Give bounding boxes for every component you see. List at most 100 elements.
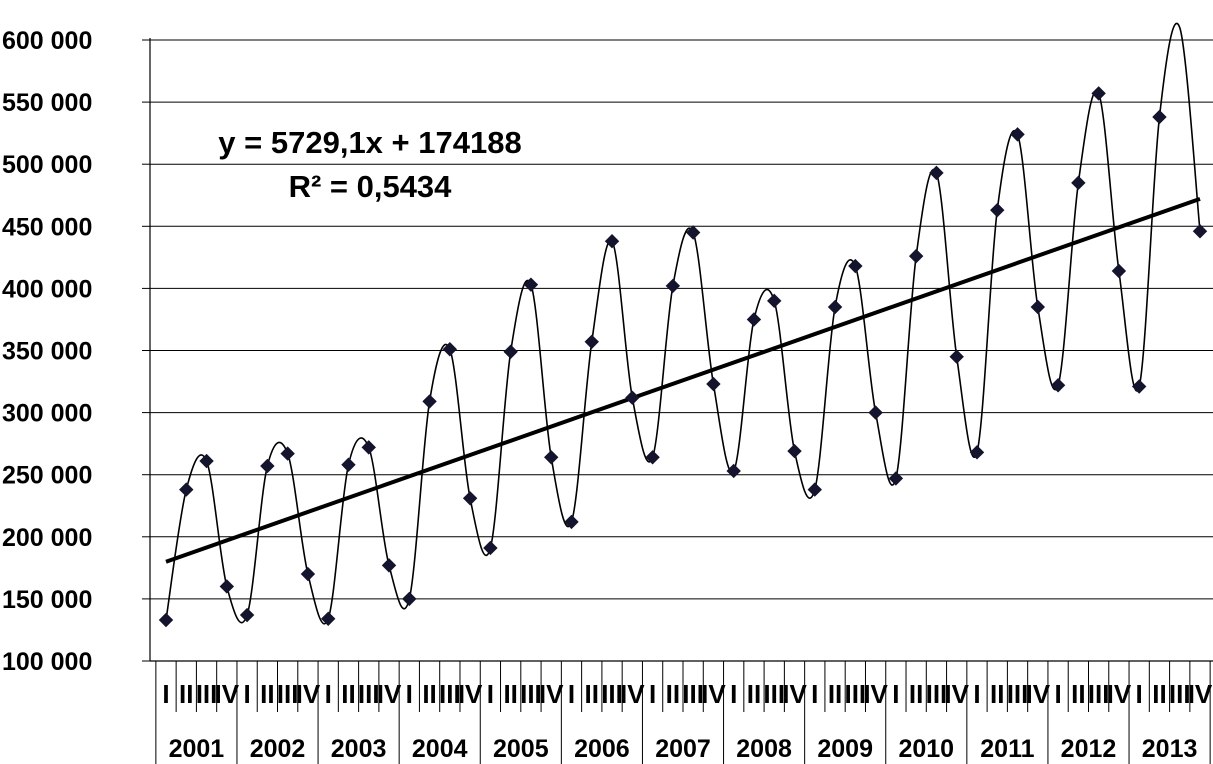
- quarter-label: III: [763, 679, 785, 709]
- quarter-label: III: [520, 679, 542, 709]
- quarter-label: II: [341, 679, 355, 709]
- year-label: 2004: [412, 735, 468, 763]
- quarter-label: I: [406, 679, 413, 709]
- quarter-label: II: [1071, 679, 1085, 709]
- quarter-label: II: [179, 679, 193, 709]
- y-tick-label: 200 000: [2, 524, 92, 552]
- data-point-marker: [239, 607, 255, 623]
- quarter-label: III: [682, 679, 704, 709]
- quarter-label: IV: [701, 679, 726, 709]
- data-point-marker: [604, 233, 620, 249]
- r-squared-text: R² = 0,5434: [289, 169, 453, 204]
- quarter-label: IV: [377, 679, 402, 709]
- quarter-label: IV: [215, 679, 240, 709]
- quarter-label: II: [747, 679, 761, 709]
- data-point-marker: [746, 312, 762, 327]
- quarter-label: III: [601, 679, 623, 709]
- data-point-marker: [969, 445, 985, 460]
- year-label: 2009: [817, 735, 873, 763]
- quarter-label: I: [162, 679, 169, 709]
- year-label: 2010: [898, 735, 954, 763]
- quarter-label: I: [568, 679, 575, 709]
- data-point-marker: [300, 566, 316, 582]
- series-layer: [165, 22, 1201, 625]
- year-label: 2006: [574, 735, 630, 763]
- quarter-label: I: [973, 679, 980, 709]
- quarter-label: IV: [620, 679, 645, 709]
- quarter-label: III: [844, 679, 866, 709]
- data-point-marker: [888, 471, 904, 486]
- data-point-marker: [1111, 263, 1127, 279]
- quarter-label: II: [585, 679, 599, 709]
- data-point-marker: [381, 558, 397, 573]
- quarter-label: I: [243, 679, 250, 709]
- data-point-marker: [341, 457, 356, 472]
- quarter-label: I: [730, 679, 737, 709]
- quarter-label: II: [260, 679, 274, 709]
- data-point-marker: [1131, 379, 1147, 394]
- year-label: 2005: [493, 735, 549, 763]
- y-tick-label: 150 000: [2, 586, 92, 614]
- data-point-marker: [1192, 224, 1208, 239]
- quarter-label: III: [1007, 679, 1029, 709]
- data-point-marker: [402, 591, 417, 607]
- data-point-marker: [1010, 127, 1025, 142]
- data-point-marker: [1091, 86, 1106, 101]
- trendline-equation-text: y = 5729,1x + 174188: [218, 125, 521, 160]
- quarter-label: II: [990, 679, 1004, 709]
- data-point-marker: [990, 202, 1005, 218]
- data-point-marker: [260, 458, 275, 474]
- quarter-label: II: [503, 679, 517, 709]
- data-point-marker: [908, 248, 924, 264]
- data-point-marker: [625, 390, 640, 405]
- marker-layer: [158, 86, 1208, 628]
- data-point-marker: [685, 225, 701, 240]
- data-point-marker: [199, 453, 214, 469]
- data-point-marker: [422, 394, 437, 409]
- data-point-marker: [1050, 378, 1066, 393]
- data-point-marker: [361, 440, 376, 455]
- quarter-label: II: [909, 679, 923, 709]
- quarter-label: III: [358, 679, 380, 709]
- quarter-label: III: [439, 679, 461, 709]
- quarter-label: III: [926, 679, 948, 709]
- quarter-label: IV: [944, 679, 969, 709]
- data-point-marker: [179, 482, 194, 497]
- year-label: 2001: [169, 735, 225, 763]
- data-point-marker: [320, 611, 336, 626]
- data-point-marker: [564, 514, 579, 530]
- data-point-marker: [280, 446, 295, 461]
- data-point-marker: [949, 349, 964, 364]
- data-point-marker: [584, 334, 599, 350]
- trendline-equation: y = 5729,1x + 174188 R² = 0,5434: [218, 125, 521, 204]
- quarter-label: II: [828, 679, 842, 709]
- y-tick-label: 600 000: [2, 27, 92, 55]
- quarter-label: I: [649, 679, 656, 709]
- data-point-marker: [726, 463, 741, 479]
- quarter-label: IV: [863, 679, 888, 709]
- data-point-marker: [483, 540, 498, 556]
- quarter-label: I: [811, 679, 818, 709]
- data-point-marker: [706, 376, 721, 392]
- quarter-label: III: [1169, 679, 1191, 709]
- series-line: [165, 22, 1201, 625]
- y-tick-label: 400 000: [2, 275, 92, 303]
- y-tick-label: 100 000: [2, 648, 92, 676]
- year-label: 2002: [250, 735, 306, 763]
- quarter-label: I: [487, 679, 494, 709]
- data-point-marker: [442, 342, 458, 357]
- year-label: 2008: [736, 735, 792, 763]
- year-label: 2013: [1142, 735, 1198, 763]
- quarter-label: III: [1088, 679, 1110, 709]
- trendline: [165, 196, 1201, 564]
- y-tick-label: 450 000: [2, 213, 92, 241]
- data-point-marker: [929, 165, 944, 181]
- trendline-layer: [165, 196, 1201, 564]
- data-point-marker: [462, 491, 478, 506]
- data-point-marker: [827, 299, 843, 315]
- quarter-label: IV: [539, 679, 564, 709]
- data-point-marker: [544, 450, 559, 465]
- gridlines: [150, 39, 1213, 662]
